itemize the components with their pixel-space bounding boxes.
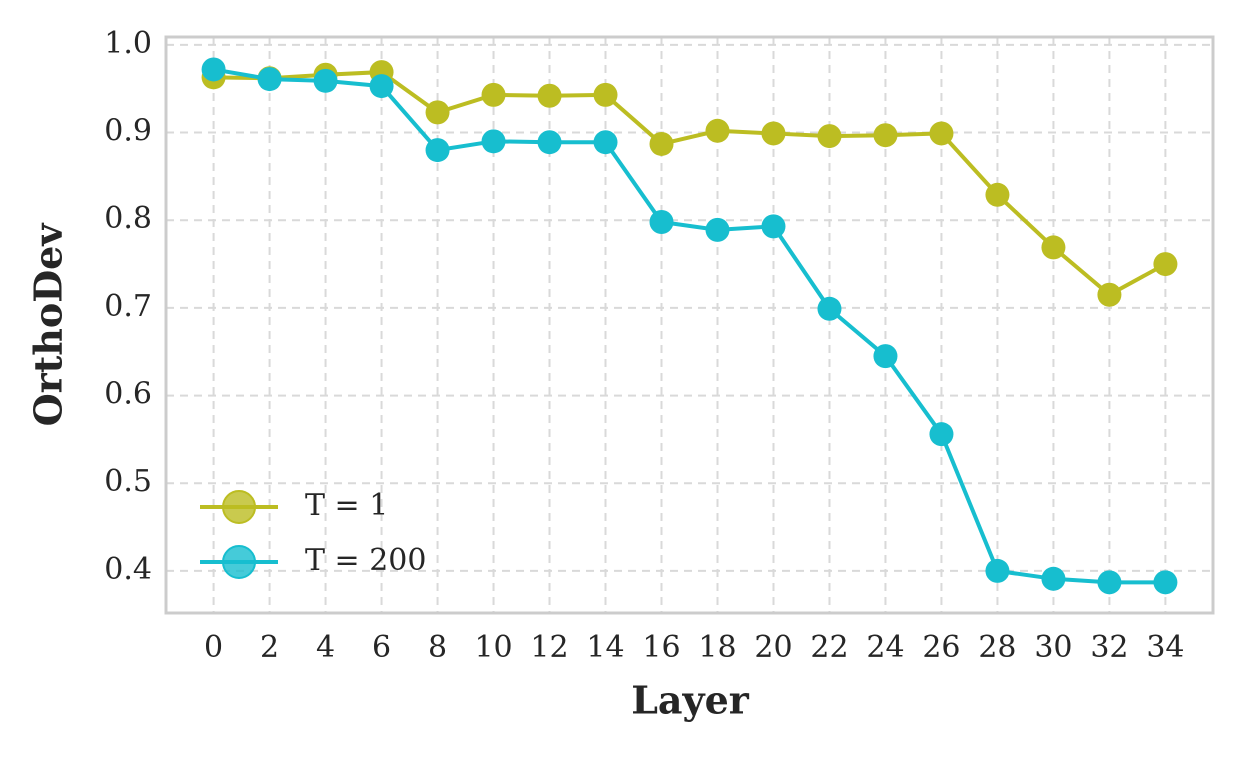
x-tick-label: 10 [474,630,512,665]
data-point [425,138,450,163]
data-point [649,131,674,156]
data-point [817,124,842,149]
legend-marker [222,545,256,579]
data-point [1041,566,1066,591]
data-point [873,344,898,369]
x-tick-label: 4 [316,630,335,665]
x-tick-label: 20 [754,630,792,665]
x-tick-label: 14 [586,630,624,665]
x-tick-label: 26 [922,630,960,665]
data-point [985,558,1010,583]
y-tick-label: 0.7 [104,289,152,324]
x-tick-label: 34 [1146,630,1184,665]
data-point [1097,570,1122,595]
y-tick-label: 0.8 [104,201,152,236]
data-point [257,67,282,92]
data-point [369,74,394,99]
data-point [425,100,450,125]
data-point [929,121,954,146]
data-point [593,82,618,107]
x-tick-label: 28 [978,630,1016,665]
x-tick-label: 8 [428,630,447,665]
x-tick-label: 18 [698,630,736,665]
y-tick-label: 0.9 [104,114,152,149]
data-point [761,214,786,239]
data-point [201,57,226,82]
data-point [537,130,562,155]
data-point [761,121,786,146]
data-point [1153,570,1178,595]
x-tick-label: 22 [810,630,848,665]
y-tick-label: 0.5 [104,464,152,499]
data-point [537,83,562,108]
legend-marker [222,490,256,524]
data-point [817,296,842,321]
x-tick-label: 2 [260,630,279,665]
data-point [1153,252,1178,277]
y-tick-label: 0.4 [104,552,152,587]
legend-label: T = 1 [305,488,388,523]
x-tick-label: 32 [1090,630,1128,665]
data-point [705,217,730,242]
data-point [705,118,730,143]
x-tick-label: 30 [1034,630,1072,665]
plot-frame [164,35,1215,615]
y-tick-label: 0.6 [104,377,152,412]
x-axis-label: Layer [631,678,750,723]
x-tick-label: 6 [372,630,391,665]
x-tick-label: 12 [530,630,568,665]
x-tick-label: 16 [642,630,680,665]
x-tick-label: 0 [204,630,223,665]
data-point [313,68,338,93]
data-point [649,209,674,234]
data-point [929,422,954,447]
data-point [593,130,618,155]
data-point [985,182,1010,207]
data-point [1041,235,1066,260]
legend-label: T = 200 [305,543,426,578]
y-axis-label: OrthoDev [26,222,71,427]
x-tick-label: 24 [866,630,904,665]
data-point [481,82,506,107]
data-point [1097,282,1122,307]
data-point [873,123,898,148]
y-tick-label: 1.0 [104,26,152,61]
series-line [213,70,1167,298]
data-point [481,129,506,154]
